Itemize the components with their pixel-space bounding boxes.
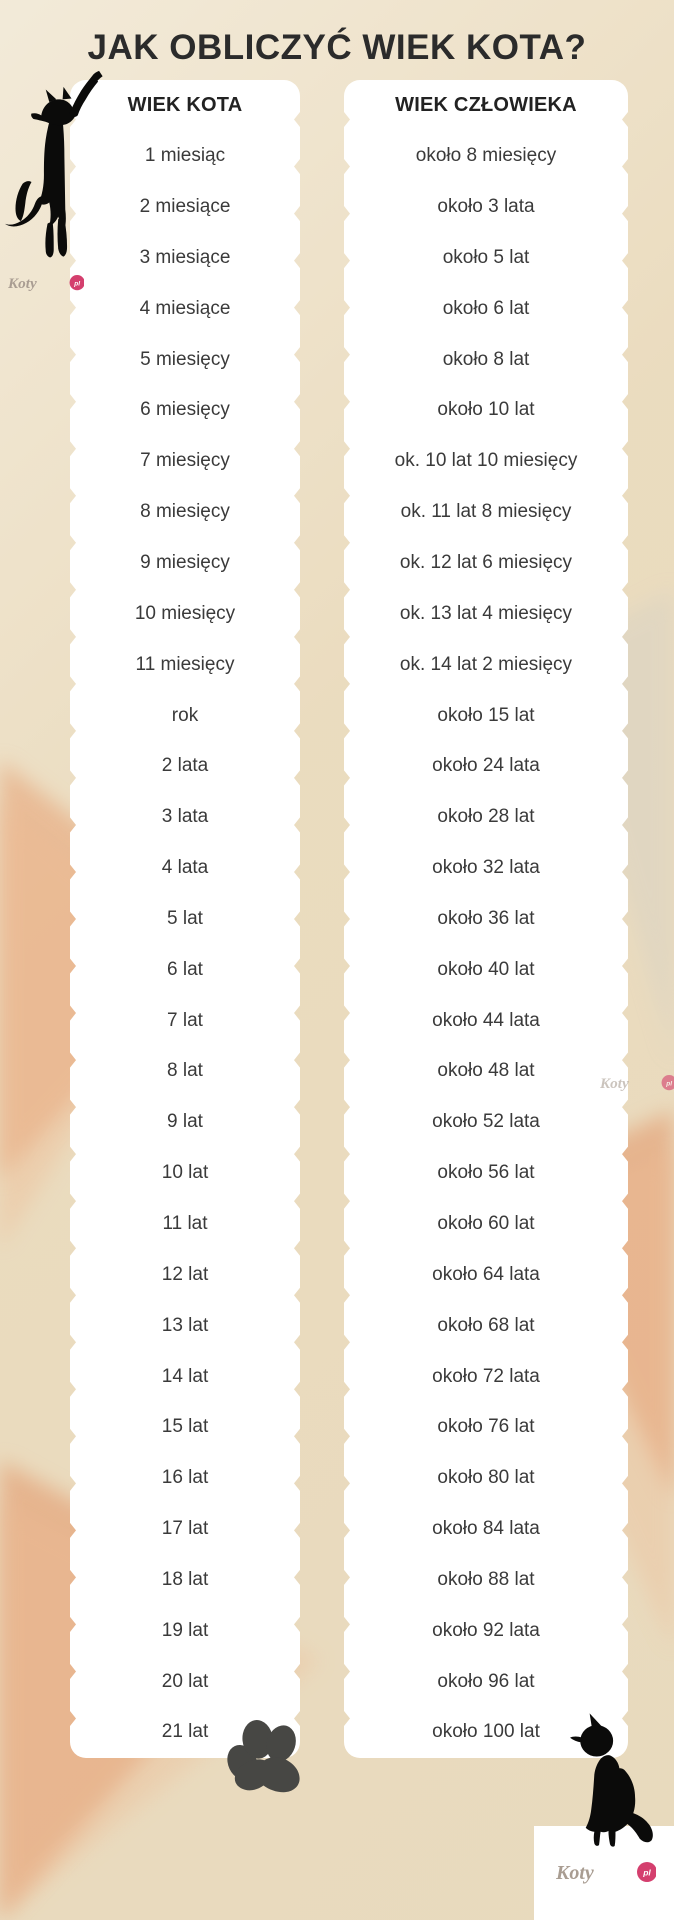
svg-text:pl: pl	[642, 1868, 651, 1878]
svg-text:pl: pl	[73, 280, 80, 287]
svg-text:pl: pl	[665, 1080, 672, 1087]
svg-text:Koty: Koty	[8, 275, 37, 292]
svg-text:Koty: Koty	[556, 1862, 594, 1884]
svg-text:Koty: Koty	[600, 1075, 629, 1092]
